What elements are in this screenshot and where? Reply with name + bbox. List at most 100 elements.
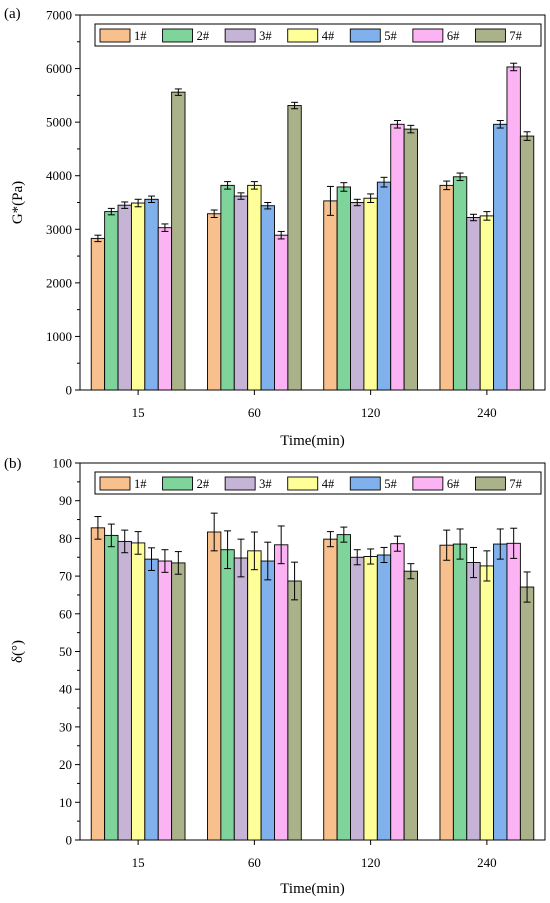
x-tick-label: 240 xyxy=(477,855,497,870)
legend-label: 5# xyxy=(384,29,397,43)
bar xyxy=(274,544,289,841)
legend-swatch xyxy=(224,476,256,491)
x-axis-title: Time(min) xyxy=(280,881,344,897)
bar xyxy=(452,543,468,841)
legend-swatch xyxy=(162,28,194,43)
x-tick-label: 120 xyxy=(361,405,381,420)
legend-label: 2# xyxy=(197,477,210,491)
legend-label: 6# xyxy=(447,29,460,43)
bar xyxy=(493,543,508,841)
legend-swatch xyxy=(162,476,194,491)
chart-panel-a: 0 1000 2000 3000 4000 5000 6000 7000 15 60 120 240 T… xyxy=(4,6,546,449)
y-tick-label: 5000 xyxy=(46,115,72,130)
y-tick-label: 10 xyxy=(59,795,72,810)
bar xyxy=(519,586,535,841)
y-tick-label: 0 xyxy=(66,383,73,398)
y-tick-label: 2000 xyxy=(46,275,72,290)
bar xyxy=(274,234,289,391)
y-tick-label: 4000 xyxy=(46,168,72,183)
y-tick-label: 3000 xyxy=(46,222,72,237)
chart-panel-b: 0 10 20 30 40 50 60 70 80 90 100 15 60 120 240 Time(min… xyxy=(4,456,546,897)
bar xyxy=(144,198,159,391)
legend-label: 3# xyxy=(259,29,272,43)
legend-swatch xyxy=(287,476,319,491)
bar xyxy=(207,531,222,841)
bar xyxy=(493,123,508,391)
bar xyxy=(439,184,454,391)
legend-label: 4# xyxy=(322,29,335,43)
legend-swatch xyxy=(224,28,256,43)
bar xyxy=(90,237,106,391)
y-tick-label: 60 xyxy=(59,606,72,621)
bar xyxy=(207,213,222,391)
bar xyxy=(506,66,521,391)
y-tick-label: 70 xyxy=(59,569,72,584)
x-tick-label: 60 xyxy=(248,405,261,420)
bar xyxy=(350,202,365,391)
bar xyxy=(247,550,262,841)
bar xyxy=(260,205,275,391)
y-tick-label: 40 xyxy=(59,682,72,697)
bar xyxy=(117,204,132,391)
bar xyxy=(390,123,405,391)
y-tick-label: 1000 xyxy=(46,329,72,344)
legend-swatch xyxy=(287,28,319,43)
bar xyxy=(171,91,186,391)
legend-swatch xyxy=(412,476,444,491)
bar xyxy=(233,195,249,391)
bar xyxy=(287,105,302,391)
bar xyxy=(104,534,119,841)
bar xyxy=(439,544,454,841)
legend-swatch xyxy=(349,28,381,43)
legend-label: 4# xyxy=(322,477,335,491)
x-axis-title: Time(min) xyxy=(280,433,344,449)
bar xyxy=(323,200,338,391)
bar xyxy=(323,538,338,841)
bar xyxy=(130,202,146,391)
legend-swatch xyxy=(99,28,131,43)
y-tick-label: 80 xyxy=(59,531,72,546)
y-tick-label: 0 xyxy=(66,833,73,848)
bar xyxy=(519,135,535,391)
y-tick-label: 20 xyxy=(59,757,72,772)
bar xyxy=(350,556,365,841)
bar xyxy=(479,215,495,391)
legend-label: 3# xyxy=(259,477,272,491)
bar xyxy=(403,570,418,841)
legend-label: 1# xyxy=(134,29,147,43)
bar xyxy=(452,176,468,391)
legend-label: 5# xyxy=(384,477,397,491)
legend-label: 1# xyxy=(134,477,147,491)
bar xyxy=(466,562,481,841)
bar xyxy=(220,549,235,841)
y-tick-label: 90 xyxy=(59,493,72,508)
y-tick-label: 100 xyxy=(53,456,73,471)
bar xyxy=(220,184,235,391)
bar xyxy=(363,197,378,391)
legend-label: 6# xyxy=(447,477,460,491)
x-tick-label: 15 xyxy=(132,405,145,420)
bar xyxy=(144,558,159,841)
bar xyxy=(157,560,173,841)
y-tick-label: 6000 xyxy=(46,61,72,76)
bar xyxy=(506,542,521,841)
bar xyxy=(336,534,351,841)
bar xyxy=(233,557,249,841)
bar xyxy=(466,217,481,391)
y-tick-label: 30 xyxy=(59,719,72,734)
bar xyxy=(336,186,351,391)
legend-swatch xyxy=(412,28,444,43)
y-axis-title: δ(°) xyxy=(10,640,26,663)
legend-label: 7# xyxy=(509,29,522,43)
y-tick-label: 7000 xyxy=(46,8,72,23)
bar xyxy=(403,128,418,391)
bar xyxy=(247,184,262,391)
y-tick-label: 50 xyxy=(59,644,72,659)
x-tick-label: 60 xyxy=(248,855,261,870)
legend-swatch xyxy=(474,28,506,43)
legend-label: 7# xyxy=(509,477,522,491)
legend-label: 2# xyxy=(197,29,210,43)
bar xyxy=(130,542,146,841)
bar xyxy=(376,554,392,841)
